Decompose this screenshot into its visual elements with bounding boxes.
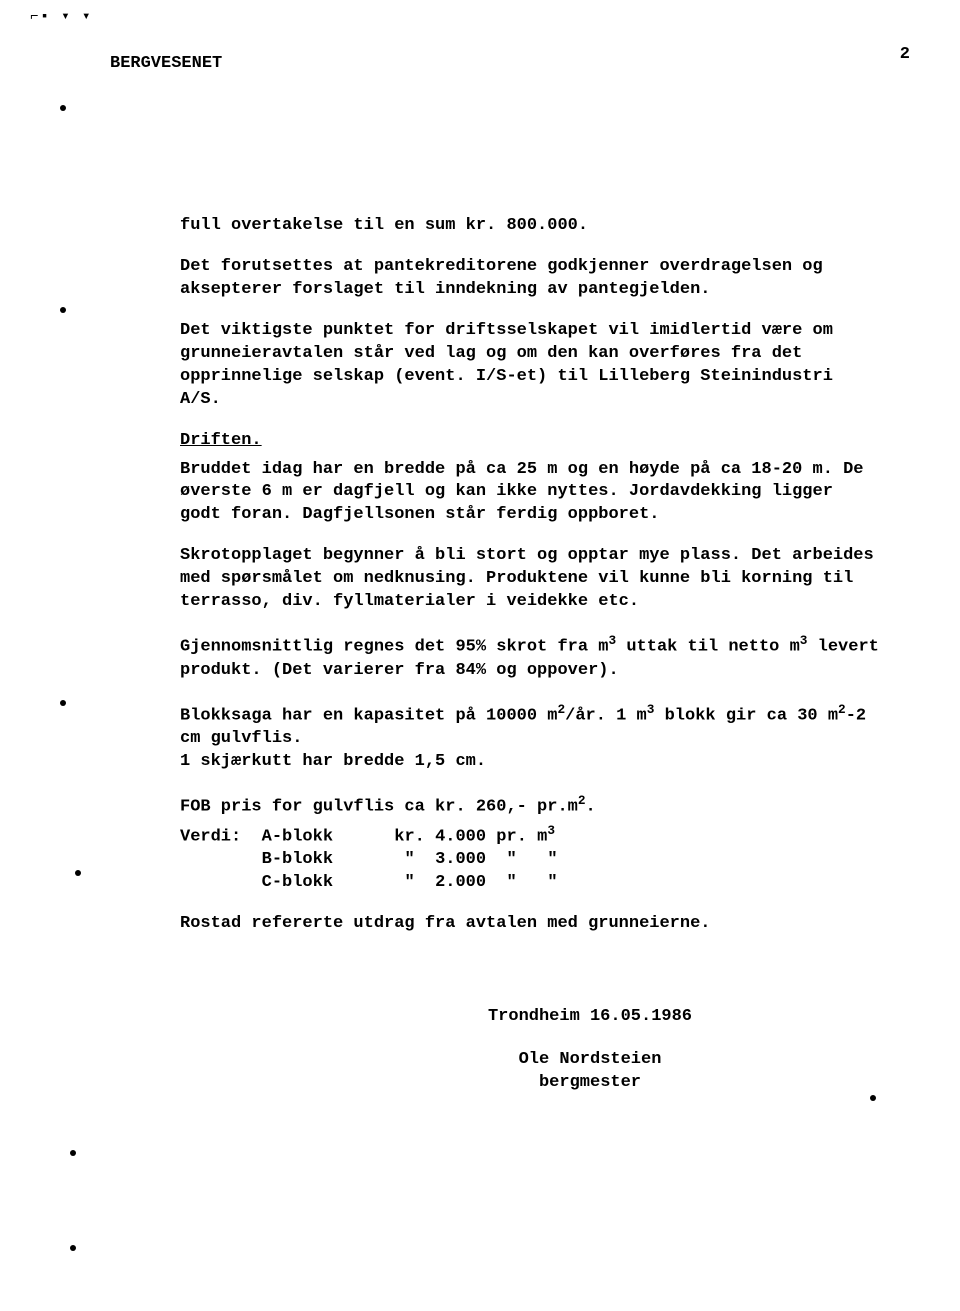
p7-text-c: blokk gir ca 30 m — [654, 706, 838, 725]
section-heading-driften: Driften. — [180, 430, 880, 453]
verdi-pr: " — [507, 873, 517, 892]
verdi-price-table: Verdi: A-blokk kr. 4.000 pr. m3 B-blokk … — [180, 822, 880, 895]
p7-text-e: 1 skjærkutt har bredde 1,5 cm. — [180, 752, 486, 771]
signer-title: bergmester — [539, 1073, 641, 1092]
closing-line: Rostad refererte utdrag fra avtalen med … — [180, 913, 880, 936]
superscript-2: 2 — [838, 702, 846, 717]
superscript-3: 3 — [608, 633, 616, 648]
superscript-3: 3 — [547, 823, 555, 838]
scan-artifact-marks: ⌐▪ ▾ ▾ — [30, 8, 92, 27]
scan-dot — [70, 1150, 76, 1156]
table-row: Verdi: A-blokk kr. 4.000 pr. m3 — [180, 822, 880, 850]
verdi-value: 4.000 — [435, 827, 486, 846]
p6-text-a: Gjennomsnittlig regnes det 95% skrot fra… — [180, 638, 608, 657]
header-organization: BERGVESENET — [110, 53, 222, 76]
scan-dot — [60, 307, 66, 313]
p7-text-b: /år. 1 m — [565, 706, 647, 725]
paragraph-4: Bruddet idag har en bredde på ca 25 m og… — [180, 459, 880, 528]
verdi-currency: " — [404, 850, 414, 869]
document-body: full overtakelse til en sum kr. 800.000.… — [180, 215, 880, 1095]
table-row: B-blokk " 3.000 " " — [180, 849, 880, 872]
fob-text-a: FOB pris for gulvflis ca kr. 260,- pr.m — [180, 798, 578, 817]
scan-dot — [70, 1245, 76, 1251]
signer-name: Ole Nordsteien — [519, 1050, 662, 1069]
place-date: Trondheim 16.05.1986 — [300, 1006, 880, 1029]
verdi-value: 2.000 — [435, 873, 486, 892]
paragraph-5: Skrotopplaget begynner å bli stort og op… — [180, 545, 880, 614]
verdi-pr: " — [507, 850, 517, 869]
p6-text-b: uttak til netto m — [616, 638, 800, 657]
verdi-currency: " — [404, 873, 414, 892]
signature-block: Ole Nordsteien bergmester — [300, 1049, 880, 1095]
fob-text-b: . — [586, 798, 596, 817]
verdi-unit: " — [547, 850, 557, 869]
superscript-2: 2 — [578, 793, 586, 808]
table-row: C-blokk " 2.000 " " — [180, 872, 880, 895]
verdi-pr: pr. — [496, 827, 527, 846]
paragraph-6: Gjennomsnittlig regnes det 95% skrot fra… — [180, 632, 880, 683]
verdi-block-label: B-blokk — [262, 850, 333, 869]
superscript-2: 2 — [557, 702, 565, 717]
scan-dot — [60, 105, 66, 111]
paragraph-1: full overtakelse til en sum kr. 800.000. — [180, 215, 880, 238]
scan-dot — [60, 700, 66, 706]
verdi-block-label: C-blokk — [262, 873, 333, 892]
verdi-currency: kr. — [394, 827, 425, 846]
verdi-label: Verdi: — [180, 827, 241, 846]
p7-text-a: Blokksaga har en kapasitet på 10000 m — [180, 706, 557, 725]
paragraph-7: Blokksaga har en kapasitet på 10000 m2/å… — [180, 701, 880, 774]
verdi-block-label: A-blokk — [262, 827, 333, 846]
paragraph-3: Det viktigste punktet for driftsselskape… — [180, 320, 880, 412]
verdi-value: 3.000 — [435, 850, 486, 869]
fob-price-line: FOB pris for gulvflis ca kr. 260,- pr.m2… — [180, 792, 880, 820]
scan-dot — [870, 1095, 876, 1101]
paragraph-2: Det forutsettes at pantekreditorene godk… — [180, 256, 880, 302]
page-number: 2 — [900, 44, 910, 67]
scan-dot — [75, 870, 81, 876]
verdi-unit: " — [547, 873, 557, 892]
verdi-unit: m — [537, 827, 547, 846]
